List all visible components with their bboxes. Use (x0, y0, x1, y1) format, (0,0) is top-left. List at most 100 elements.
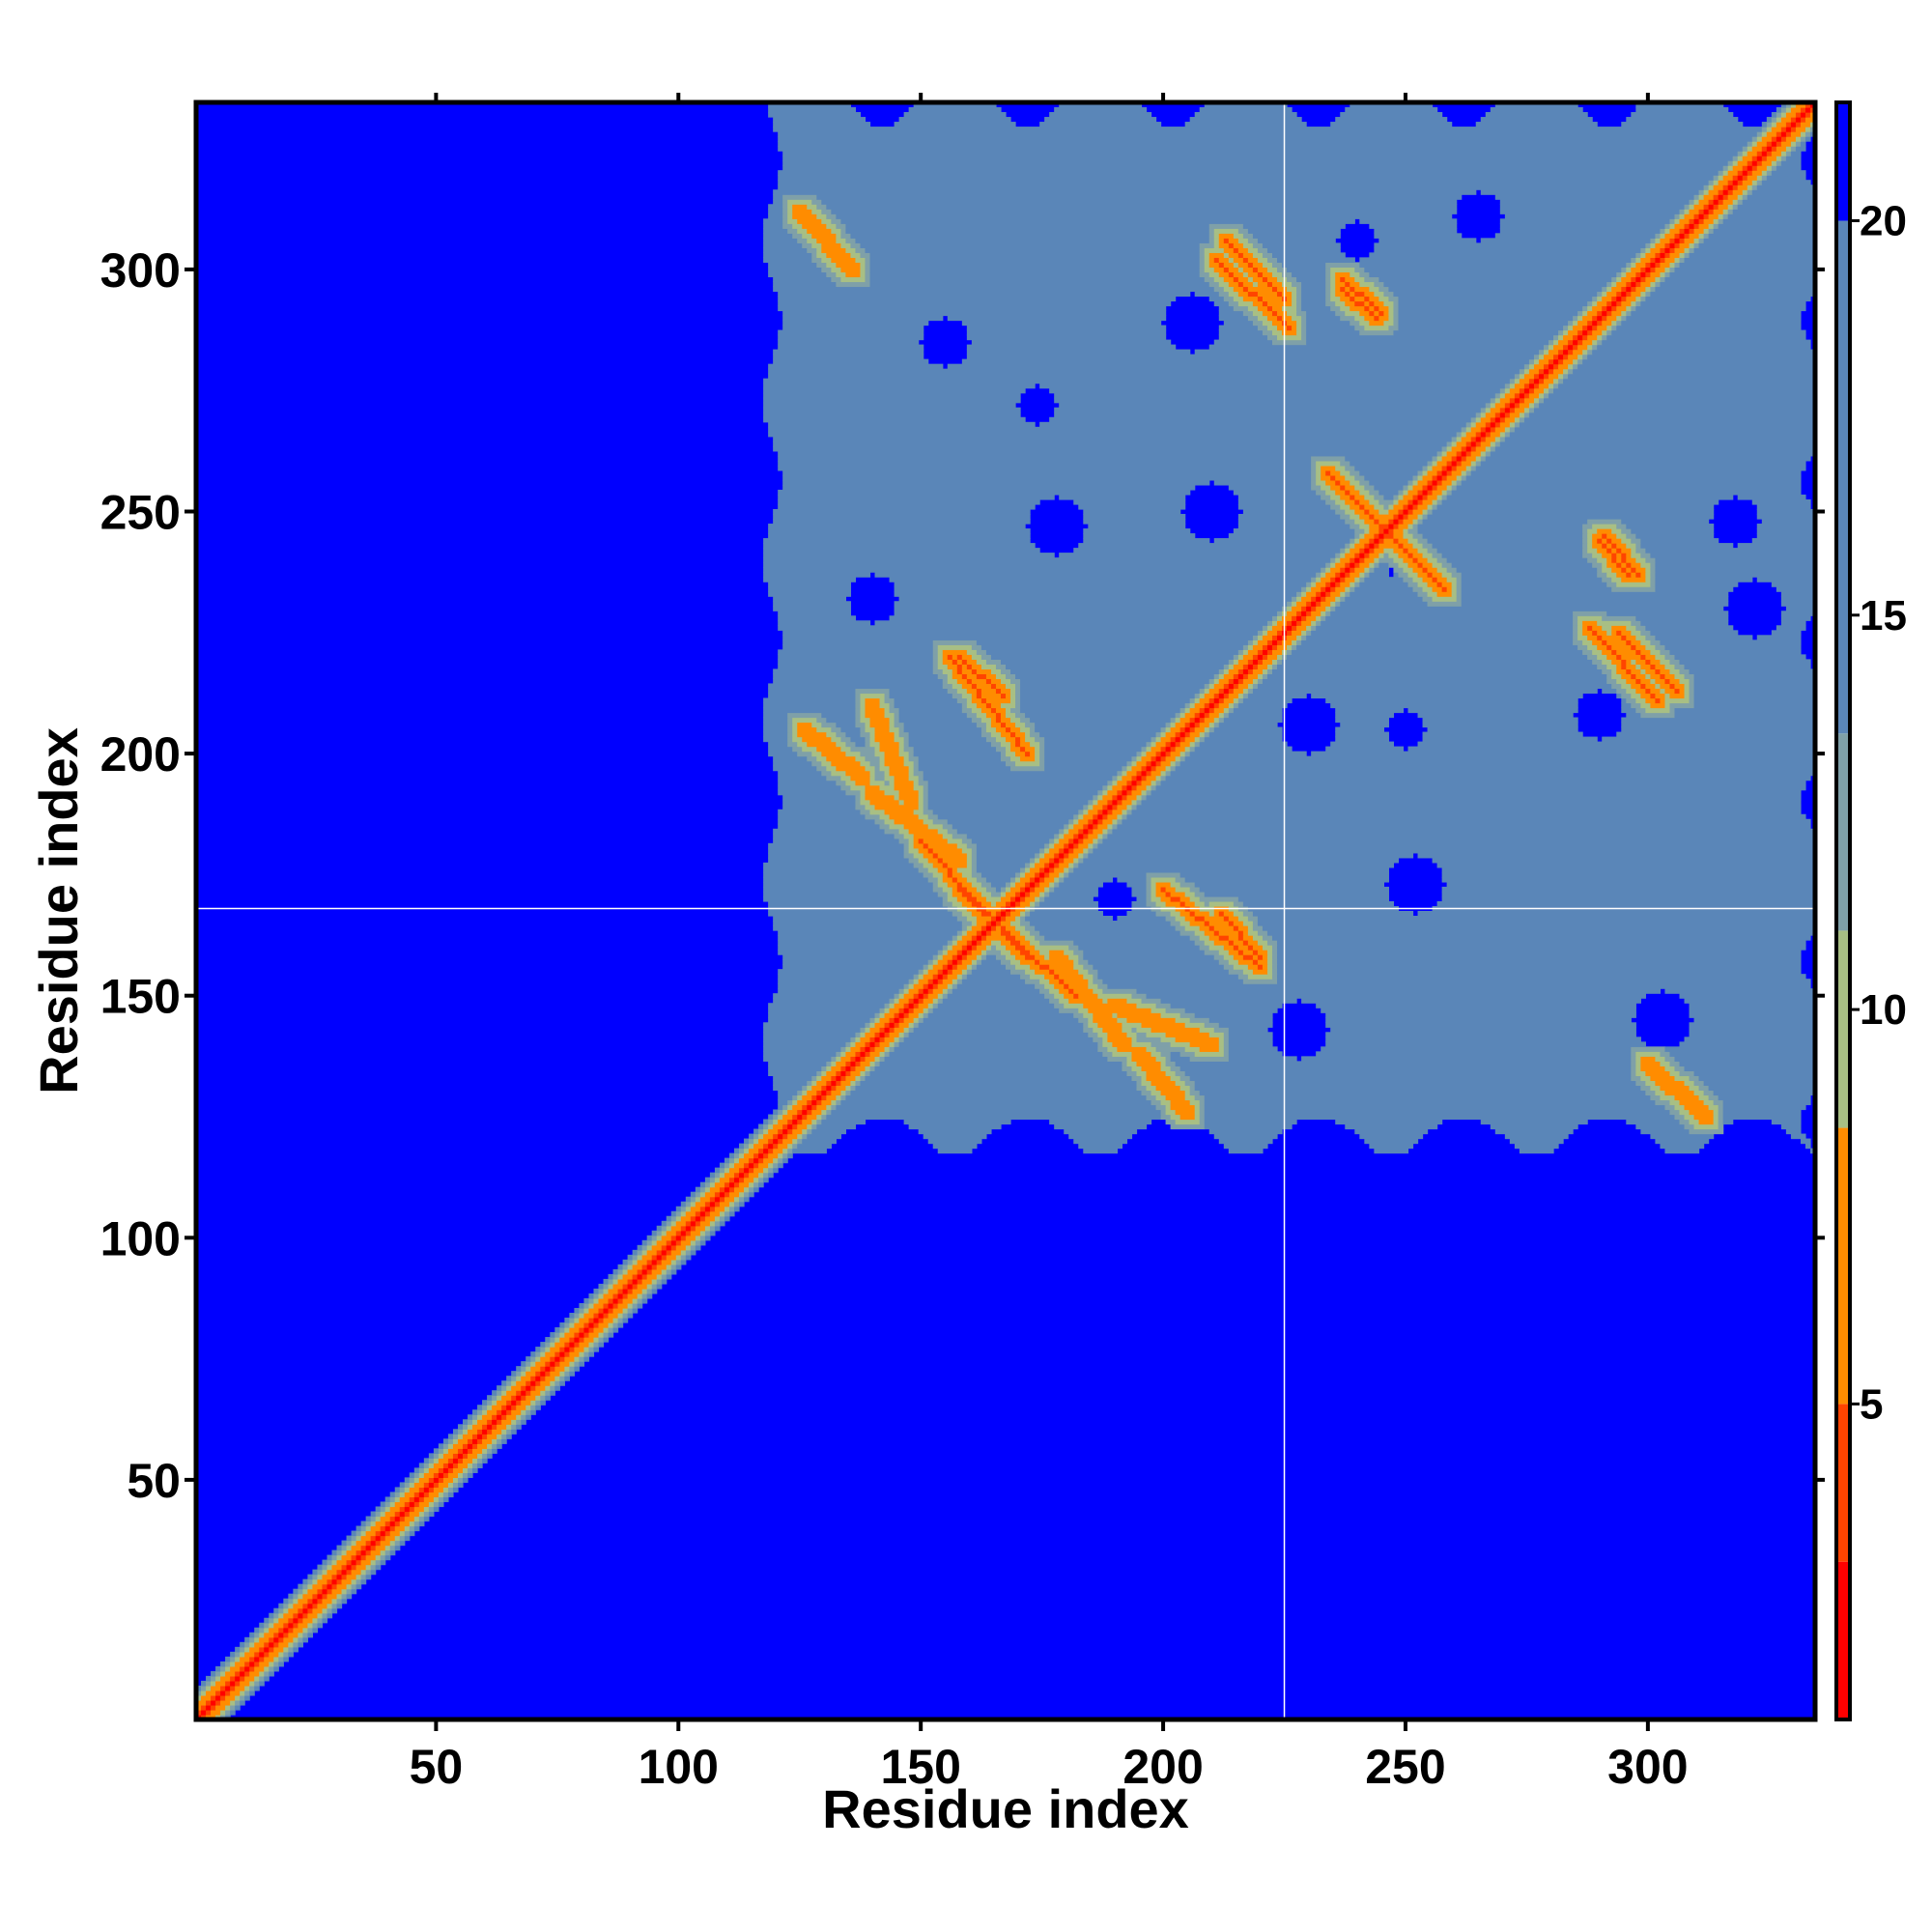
heatmap-cell-run (898, 998, 910, 1004)
heatmap-cell-run (1165, 1109, 1177, 1116)
heatmap-cell-run (1718, 1109, 1724, 1116)
heatmap-cell-run (269, 1641, 274, 1648)
heatmap-cell-run (985, 895, 1002, 902)
heatmap-cell-run (307, 1574, 314, 1580)
heatmap-cell-run (1039, 847, 1045, 854)
heatmap-cell-run (593, 1312, 600, 1319)
heatmap-cell-run (1311, 469, 1317, 476)
heatmap-cell-run (763, 1119, 769, 1125)
heatmap-cell-run (1301, 620, 1312, 626)
heatmap-cell-run (1640, 562, 1651, 568)
heatmap-cell-run (1117, 794, 1123, 801)
heatmap-cell-run (1606, 325, 1612, 331)
heatmap-cell-run (317, 1569, 324, 1576)
heatmap-cell-run (288, 1641, 294, 1648)
heatmap-cell-run (879, 784, 895, 791)
heatmap-cell-run (1432, 543, 1583, 549)
heatmap-cell-run (947, 945, 953, 951)
heatmap-cell-run (709, 1220, 716, 1227)
heatmap-cell-run (850, 1046, 862, 1052)
heatmap-cell-run (1257, 649, 1264, 655)
heatmap-cell-run (1441, 586, 1448, 592)
heatmap-cell-run (1035, 755, 1040, 762)
heatmap-cell-run (1073, 548, 1341, 554)
heatmap-cell-run (535, 1361, 546, 1367)
heatmap-cell-run (477, 1438, 483, 1444)
heatmap-cell-run (1136, 988, 1662, 994)
heatmap-cell-run (1422, 596, 1434, 602)
heatmap-cell-run (1316, 465, 1321, 471)
heatmap-cell-run (1194, 746, 1293, 753)
heatmap-cell-run (612, 1283, 624, 1290)
heatmap-cell-run (622, 1318, 629, 1323)
heatmap-cell-run (690, 1201, 696, 1208)
heatmap-cell-run (1465, 421, 1472, 428)
heatmap-cell-run (1528, 363, 1535, 370)
heatmap-cell-run (433, 1487, 444, 1493)
heatmap-cell-run (1271, 969, 1278, 975)
heatmap-cell-run (1292, 625, 1297, 631)
heatmap-cell-run (627, 1312, 634, 1319)
heatmap-cell-run (1573, 334, 1578, 341)
heatmap-cell-run (1422, 577, 1434, 582)
heatmap-cell-run (811, 1075, 817, 1082)
heatmap-cell-run (574, 1337, 581, 1343)
heatmap-cell-run (579, 1356, 585, 1362)
heatmap-cell-run (317, 1612, 324, 1619)
heatmap-cell-run (1146, 881, 1152, 888)
heatmap-cell-run (244, 1670, 250, 1677)
heatmap-cell-run (254, 1636, 260, 1643)
heatmap-cell-run (836, 1104, 1157, 1111)
heatmap-cell-run (666, 1264, 672, 1270)
heatmap-cell-run (1088, 983, 1098, 989)
heatmap-cell-run (1073, 823, 1084, 830)
heatmap-cell-run (1049, 950, 1065, 955)
heatmap-cell-run (452, 1467, 464, 1473)
heatmap-cell-run (588, 1332, 600, 1338)
heatmap-cell-run (307, 1578, 314, 1585)
heatmap-cell-run (1364, 567, 1370, 573)
heatmap-cell-run (990, 683, 997, 690)
heatmap-cell-run (704, 1186, 711, 1193)
heatmap-cell-run (1325, 1041, 1646, 1047)
heatmap-cell-run (1354, 567, 1365, 573)
heatmap-cell-run (1073, 498, 1186, 505)
heatmap-cell-run (1427, 601, 1463, 607)
heatmap-cell-run (787, 731, 793, 738)
heatmap-cell-run (656, 1225, 663, 1232)
heatmap-cell-run (773, 1109, 779, 1116)
heatmap-cell-run (1465, 431, 1477, 438)
heatmap-cell-run (1179, 1051, 1196, 1057)
heatmap-cell-run (782, 1128, 788, 1135)
heatmap-cell-run (452, 1434, 459, 1439)
heatmap-cell-run (588, 1351, 595, 1357)
heatmap-cell-run (1035, 871, 1040, 878)
heatmap-cell-run (637, 1278, 643, 1285)
heatmap-cell-run (1669, 707, 1676, 714)
heatmap-cell-run (860, 760, 871, 767)
heatmap-cell-run (1475, 465, 1806, 471)
heatmap-cell-run (1228, 1056, 1297, 1062)
heatmap-cell-run (763, 862, 915, 868)
heatmap-cell-run (666, 1239, 672, 1246)
heatmap-cell-run (278, 1656, 284, 1662)
heatmap-cell-run (1102, 838, 1816, 844)
heatmap-cell-run (418, 1492, 425, 1498)
heatmap-cell-run (1345, 577, 1355, 582)
heatmap-cell-run (749, 1167, 754, 1174)
heatmap-cell-run (230, 1665, 241, 1672)
heatmap-cell-run (1252, 639, 1259, 645)
heatmap-cell-run (1655, 1099, 1671, 1106)
heatmap-cell-run (235, 1704, 241, 1711)
heatmap-cell-run (1252, 921, 1259, 926)
heatmap-cell-run (1146, 871, 1181, 878)
heatmap-cell-run (976, 930, 982, 936)
heatmap-cell-run (1006, 693, 1011, 699)
heatmap-cell-run (1010, 731, 1016, 738)
heatmap-cell-run (1359, 479, 1370, 486)
heatmap-cell-run (1563, 378, 1816, 384)
heatmap-cell-run (971, 945, 978, 951)
heatmap-cell-run (874, 1032, 881, 1037)
heatmap-cell-run (932, 818, 949, 825)
heatmap-cell-run (826, 1061, 832, 1066)
